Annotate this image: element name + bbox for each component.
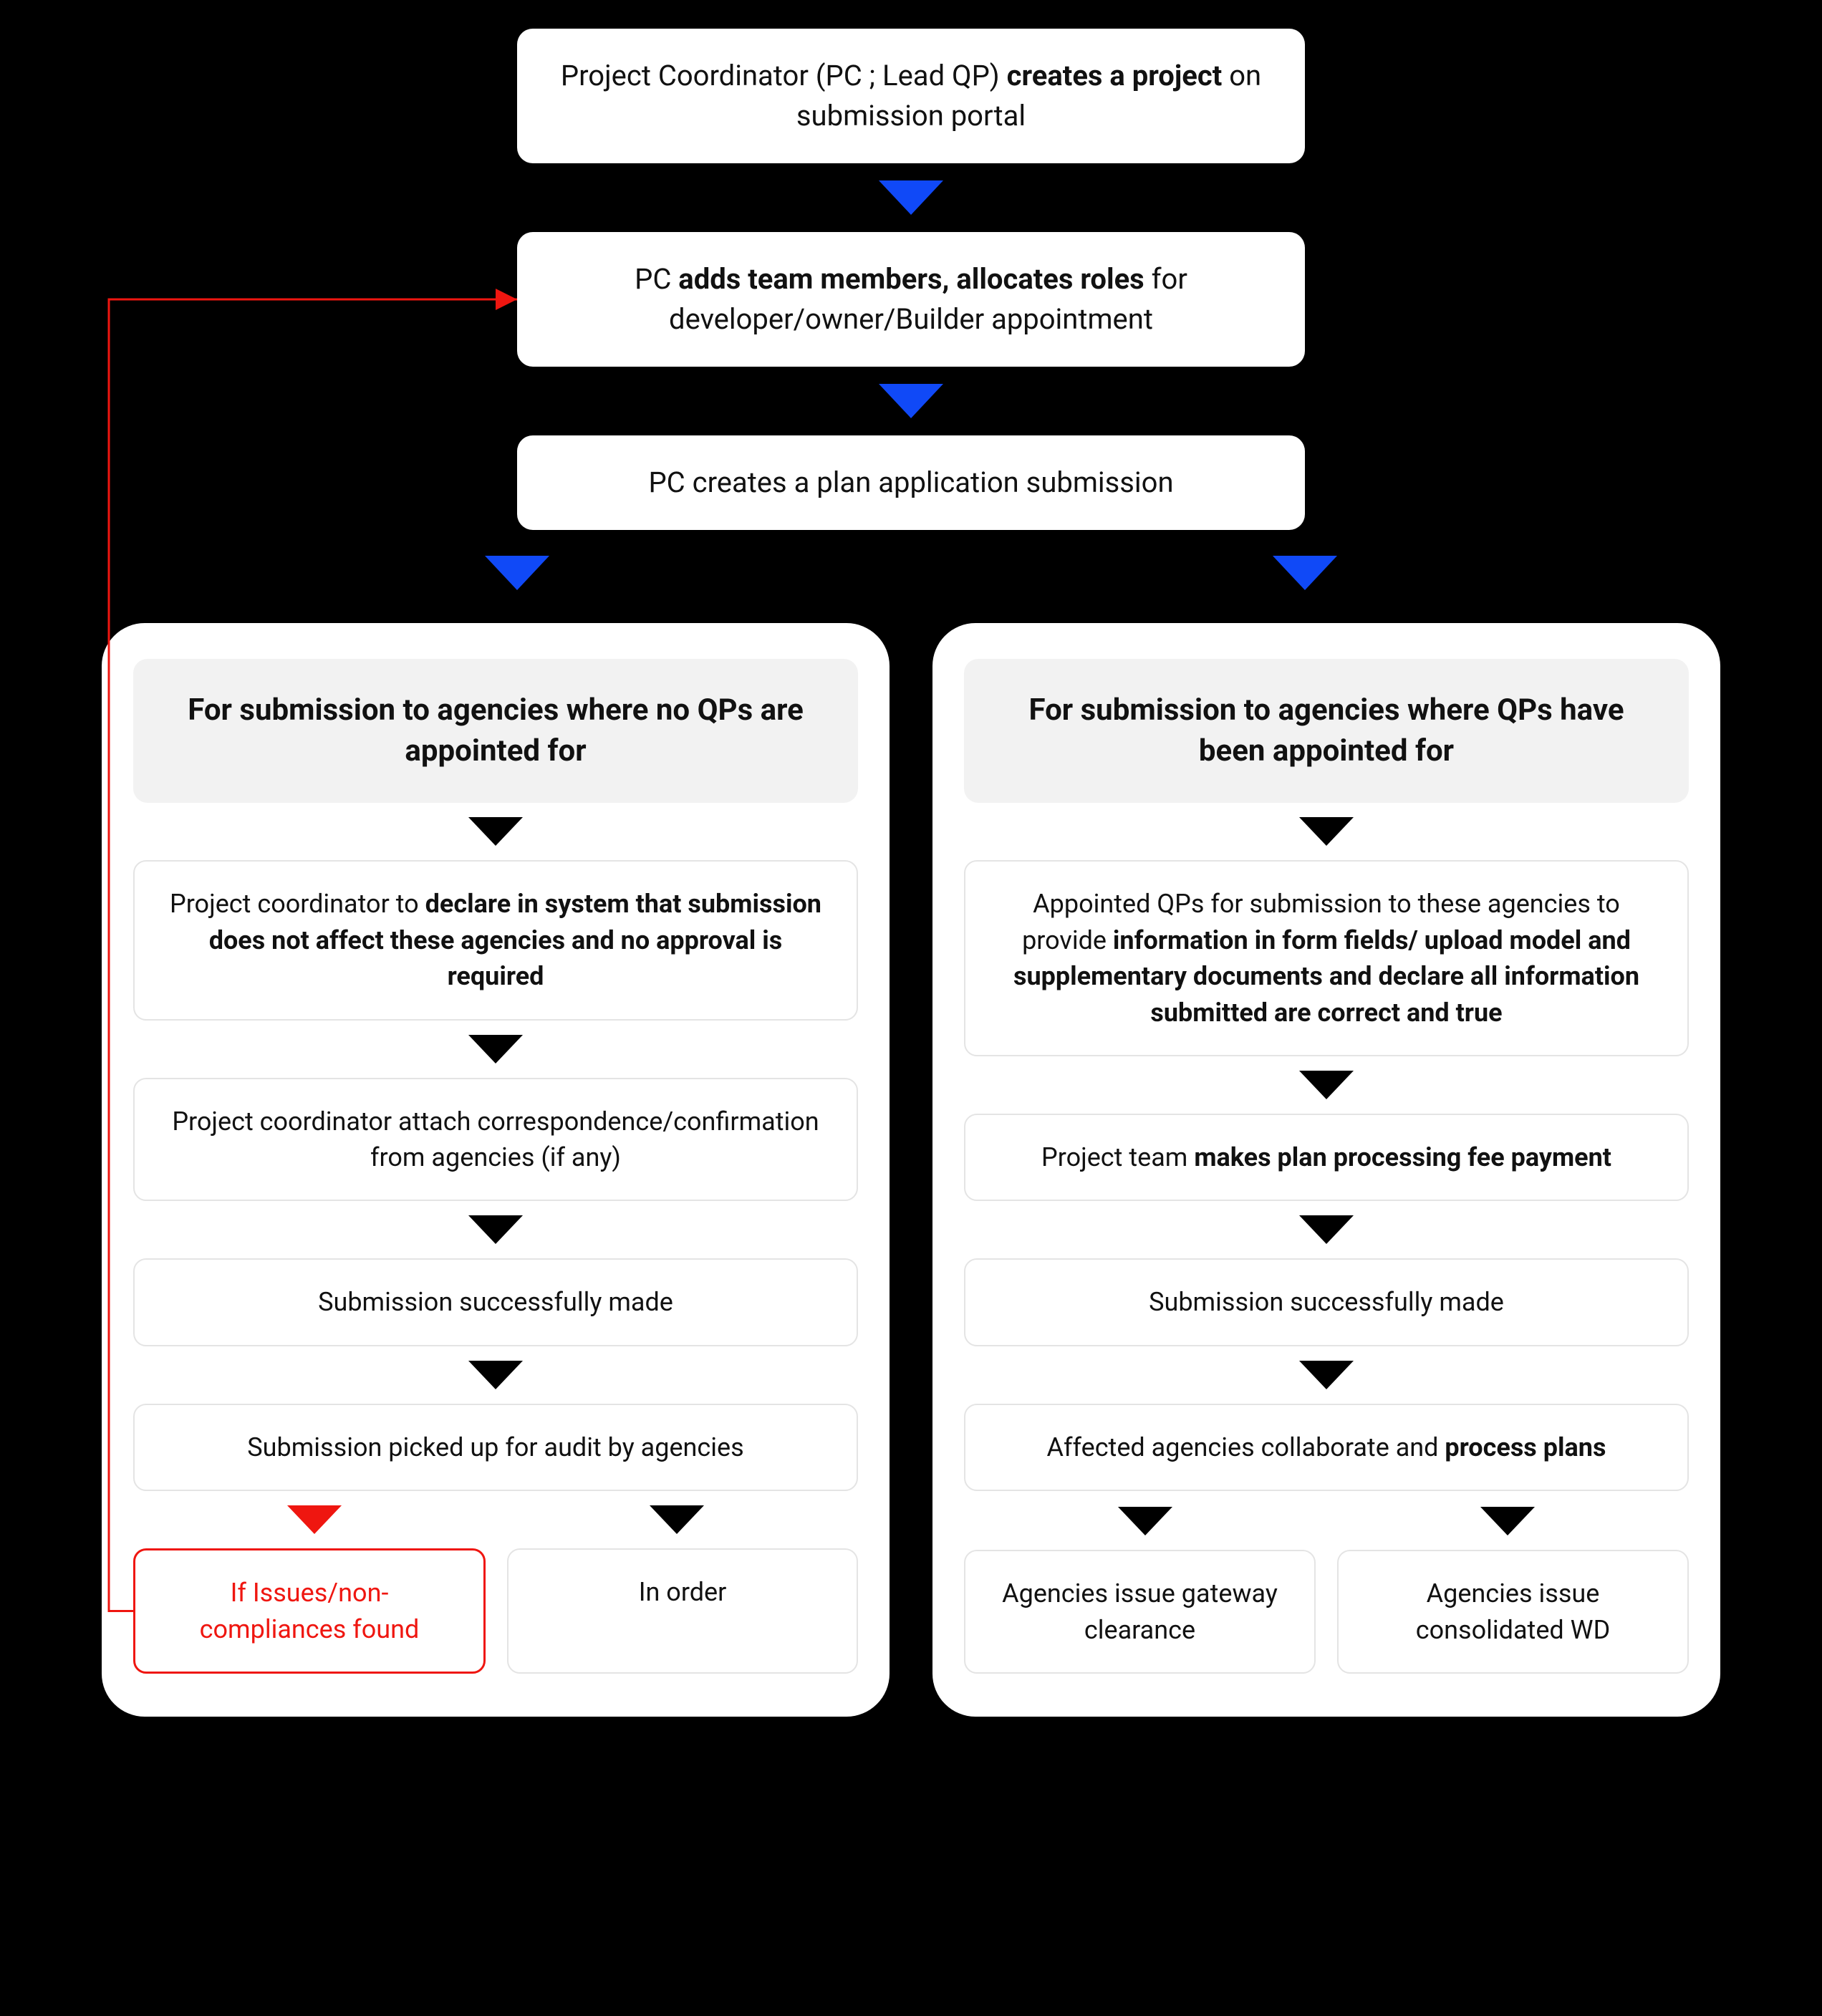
node-create-plan-application: PC creates a plan application submission bbox=[517, 435, 1305, 530]
branch-panel-qp-appointed: For submission to agencies where QPs hav… bbox=[932, 623, 1720, 1717]
text-part: Project team bbox=[1041, 1142, 1194, 1172]
arrow-down-icon bbox=[1273, 556, 1337, 590]
arrow-down-red-icon bbox=[287, 1505, 342, 1534]
outcome-issues-found: If Issues/non-compliances found bbox=[133, 1548, 486, 1674]
branch-panel-no-qp: For submission to agencies where no QPs … bbox=[102, 623, 890, 1717]
arrow-down-icon bbox=[468, 1035, 523, 1064]
branch-header-qp-appointed: For submission to agencies where QPs hav… bbox=[964, 659, 1689, 803]
step-qp-provide-info: Appointed QPs for submission to these ag… bbox=[964, 860, 1689, 1056]
arrow-down-icon bbox=[1299, 817, 1354, 846]
arrow-down-icon bbox=[468, 1215, 523, 1244]
text-bold: makes plan processing fee payment bbox=[1194, 1142, 1611, 1172]
arrow-down-icon bbox=[468, 1361, 523, 1389]
arrow-down-icon bbox=[1299, 1071, 1354, 1099]
step-fee-payment: Project team makes plan processing fee p… bbox=[964, 1114, 1689, 1201]
arrow-down-icon bbox=[879, 384, 943, 418]
text-part: Project coordinator to bbox=[170, 889, 425, 919]
step-process-plans: Affected agencies collaborate and proces… bbox=[964, 1404, 1689, 1491]
node-create-project: Project Coordinator (PC ; Lead QP) creat… bbox=[517, 29, 1305, 163]
step-declare-no-approval: Project coordinator to declare in system… bbox=[133, 860, 858, 1020]
branch-header-no-qp: For submission to agencies where no QPs … bbox=[133, 659, 858, 803]
text: PC creates a plan application submission bbox=[648, 466, 1173, 499]
arrow-down-icon bbox=[1299, 1361, 1354, 1389]
text-bold: creates a project bbox=[1007, 59, 1223, 92]
arrow-down-icon bbox=[485, 556, 549, 590]
step-audit: Submission picked up for audit by agenci… bbox=[133, 1404, 858, 1491]
arrow-down-icon bbox=[1118, 1507, 1172, 1535]
arrow-down-icon bbox=[879, 180, 943, 215]
step-attach-correspondence: Project coordinator attach correspondenc… bbox=[133, 1078, 858, 1202]
step-submission-made-right: Submission successfully made bbox=[964, 1258, 1689, 1346]
step-submission-made-left: Submission successfully made bbox=[133, 1258, 858, 1346]
arrow-down-icon bbox=[1480, 1507, 1535, 1535]
text-part: Affected agencies collaborate and bbox=[1047, 1432, 1445, 1462]
outcome-gateway-clearance: Agencies issue gateway clearance bbox=[964, 1550, 1316, 1674]
arrow-down-icon bbox=[468, 817, 523, 846]
arrow-down-icon bbox=[1299, 1215, 1354, 1244]
text-bold: adds team members, allocates roles bbox=[678, 262, 1144, 296]
text-part: PC bbox=[635, 262, 678, 296]
text-part: Project Coordinator (PC ; Lead QP) bbox=[561, 59, 1007, 92]
text-bold: process plans bbox=[1445, 1432, 1606, 1462]
outcome-consolidated-wd: Agencies issue consolidated WD bbox=[1337, 1550, 1689, 1674]
node-add-team-members: PC adds team members, allocates roles fo… bbox=[517, 232, 1305, 367]
outcome-in-order: In order bbox=[507, 1548, 858, 1674]
arrow-down-icon bbox=[650, 1505, 704, 1534]
